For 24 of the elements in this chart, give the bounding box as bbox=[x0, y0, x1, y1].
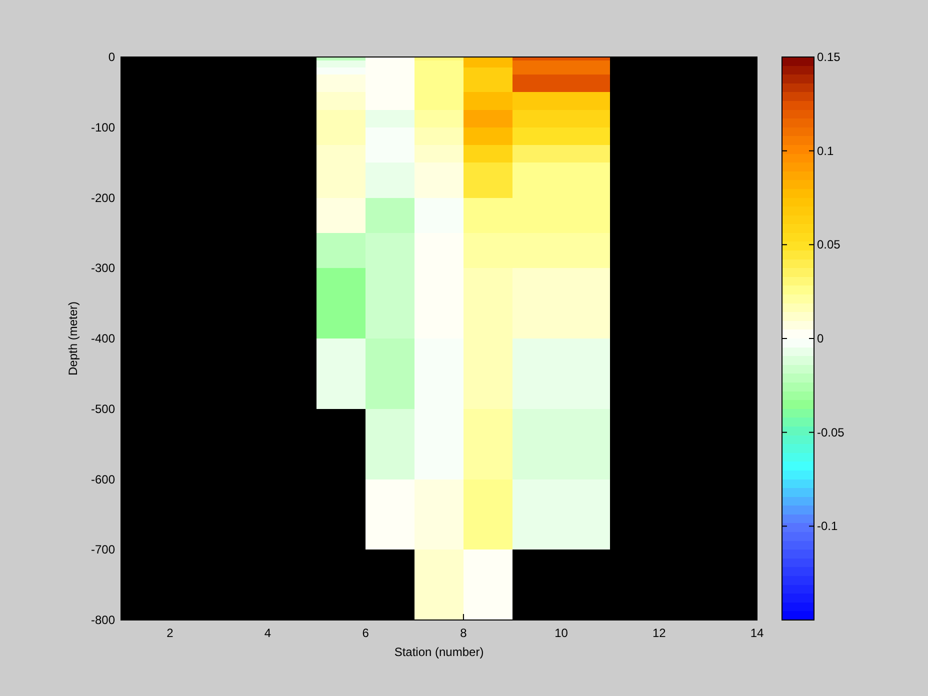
y-tick-label: -800 bbox=[90, 613, 116, 627]
color-bar-label: -0.1 bbox=[817, 519, 838, 534]
x-tick-label: 10 bbox=[554, 626, 568, 640]
color-bar-label: 0.15 bbox=[817, 50, 841, 64]
color-bar-label: -0.05 bbox=[817, 425, 845, 440]
y-tick-label: -400 bbox=[90, 332, 116, 346]
x-tick-label: 14 bbox=[750, 626, 764, 640]
y-tick-label: -700 bbox=[90, 542, 116, 557]
x-tick-label: 12 bbox=[652, 626, 666, 640]
y-tick-label: -600 bbox=[90, 472, 116, 486]
x-axis-title: Station (number) bbox=[394, 645, 484, 659]
color-bar-label: 0 bbox=[817, 332, 824, 346]
color-bar-label: 0.05 bbox=[817, 238, 841, 252]
x-tick-label: 2 bbox=[166, 626, 174, 640]
y-axis-title: Depth (meter) bbox=[66, 301, 80, 376]
x-tick-label: 6 bbox=[362, 626, 370, 640]
x-tick-label: 8 bbox=[460, 626, 468, 640]
color-bar-label: 0.1 bbox=[817, 144, 834, 158]
y-tick-label: -100 bbox=[90, 120, 116, 134]
x-tick-label: 4 bbox=[264, 626, 272, 640]
y-tick-label: -200 bbox=[90, 190, 116, 205]
y-tick-label: -300 bbox=[90, 261, 116, 276]
y-tick-label: -500 bbox=[90, 402, 116, 416]
y-tick-label: 0 bbox=[108, 50, 116, 64]
